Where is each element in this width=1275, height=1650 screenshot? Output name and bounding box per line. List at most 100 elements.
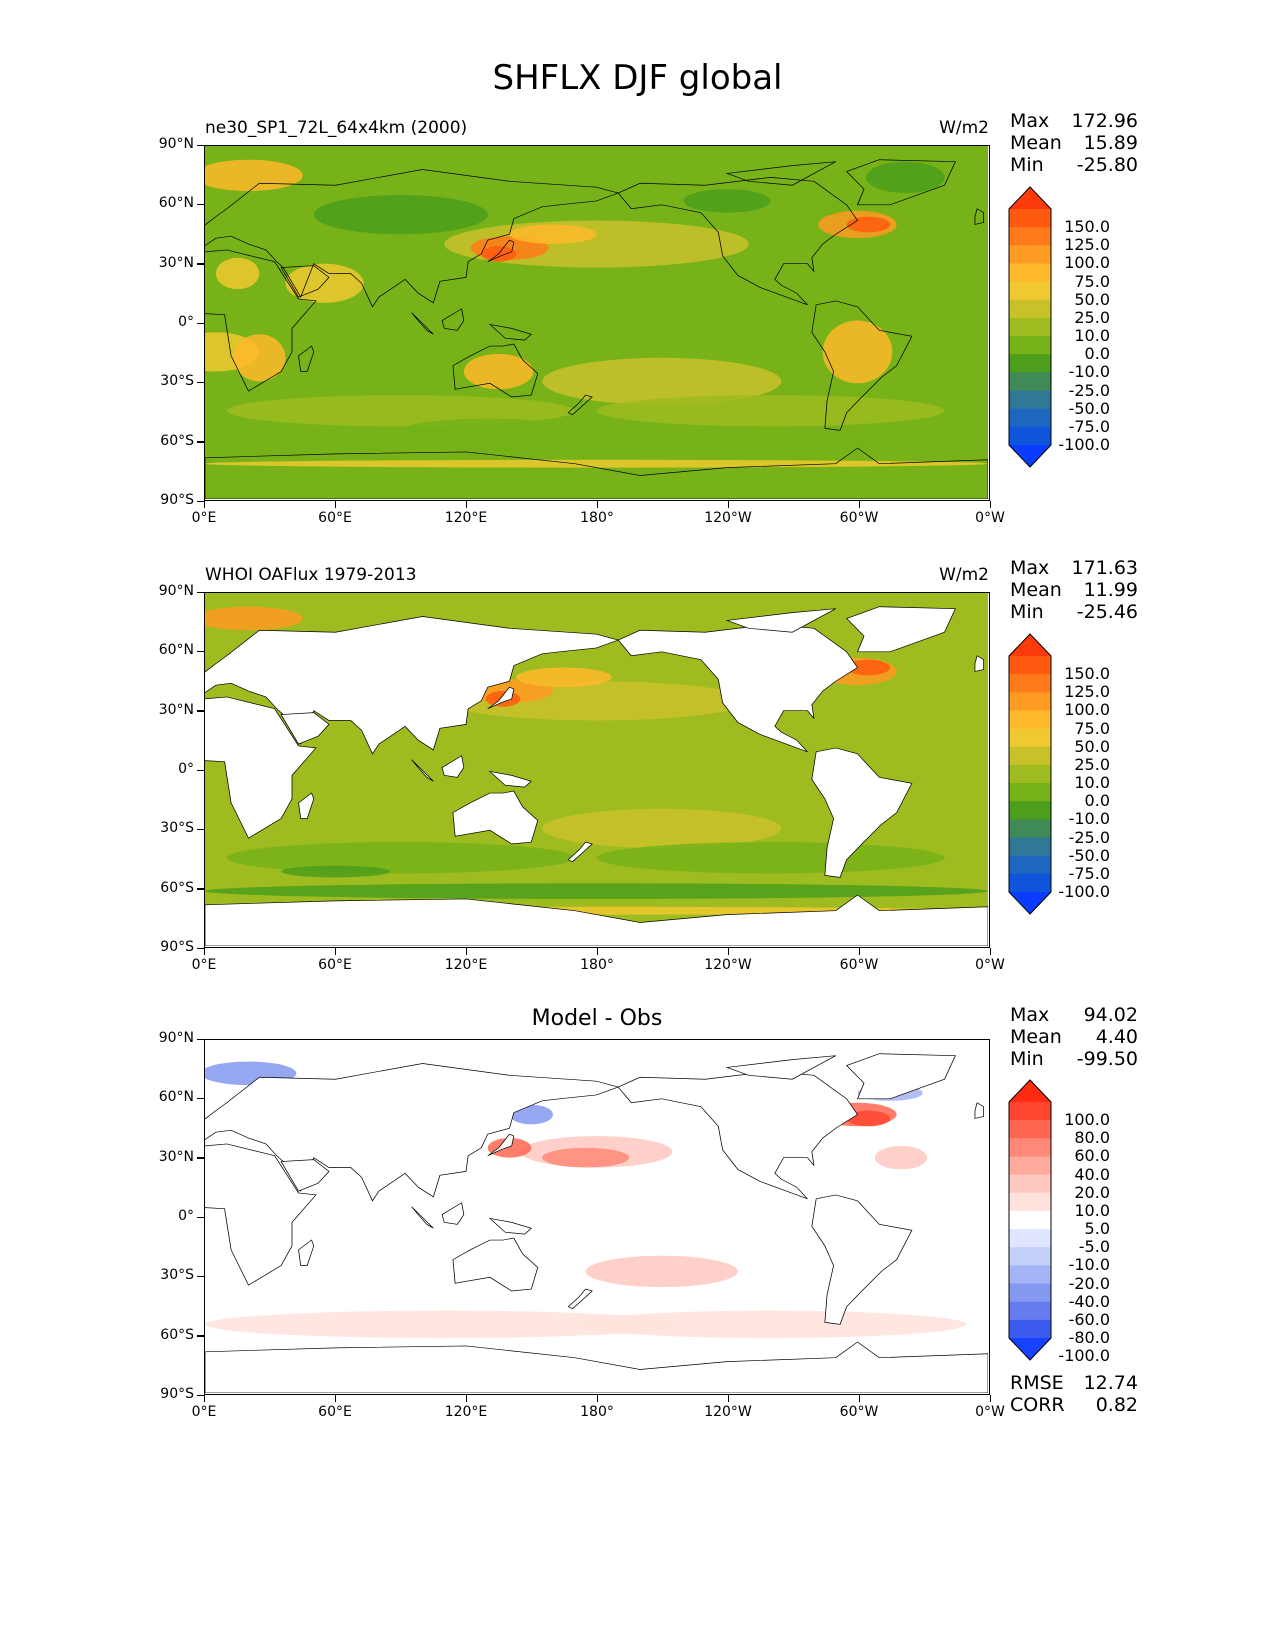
colorbar-segment — [1009, 764, 1051, 784]
lon-label: 0°W — [975, 957, 1005, 973]
coastline — [205, 1143, 317, 1286]
lat-label: 0° — [178, 1208, 194, 1224]
lon-label: 120°W — [704, 510, 752, 526]
colorbar-label: 25.0 — [1074, 307, 1110, 327]
panel-3-title: Model - Obs — [531, 1006, 663, 1031]
stat-max: Max 171.63 — [1010, 557, 1138, 579]
stat-rmse: RMSE 12.74 — [1010, 1372, 1138, 1394]
lon-tick — [596, 1395, 598, 1402]
panel-2-title-left: WHOI OAFlux 1979-2013 — [205, 565, 417, 585]
colorbar-extend-bottom — [1009, 445, 1051, 467]
colorbar-extend-top — [1009, 634, 1051, 656]
coastline — [280, 265, 330, 298]
colorbar-label: 0.0 — [1084, 344, 1110, 364]
field-contour — [205, 883, 988, 899]
coastline — [452, 1237, 539, 1292]
field-contour — [846, 216, 891, 233]
lon-tick — [989, 501, 991, 508]
lon-label: 0°E — [191, 1404, 217, 1420]
colorbar-label: 60.0 — [1074, 1146, 1110, 1166]
lat-label: 90°S — [160, 939, 194, 955]
lat-tick — [197, 1394, 204, 1396]
coastline — [811, 1194, 913, 1325]
colorbar-segment — [1009, 390, 1051, 410]
field-contour — [542, 357, 782, 405]
colorbar-segment — [1009, 1210, 1051, 1230]
field-contour — [215, 257, 260, 290]
lat-tick — [197, 769, 204, 771]
coastline — [567, 394, 593, 416]
colorbar-segment — [1009, 1247, 1051, 1266]
lat-label: 30°N — [158, 701, 194, 718]
figure-title: SHFLX DJF global — [492, 58, 783, 98]
lat-tick — [197, 203, 204, 206]
colorbar-label: 150.0 — [1064, 664, 1110, 684]
stat-mean: Mean 11.99 — [1010, 579, 1138, 601]
colorbar-extend-bottom — [1009, 892, 1051, 914]
lon-label: 0°W — [975, 1404, 1005, 1420]
panel-1-stats: Max 172.96 Mean 15.89 Min -25.80 — [1010, 110, 1138, 176]
lat-tick — [197, 381, 204, 384]
lat-label: 30°N — [158, 254, 194, 271]
coastline — [488, 1217, 532, 1235]
lon-tick — [203, 948, 205, 955]
lon-label: 120°W — [704, 1404, 752, 1420]
colorbar-segment — [1009, 317, 1051, 337]
colorbar-segment — [1009, 837, 1051, 857]
colorbar-label: -75.0 — [1068, 863, 1110, 883]
lon-tick — [334, 501, 336, 508]
lat-label: 60°S — [160, 879, 194, 896]
field-contour — [400, 418, 575, 443]
lon-tick — [203, 501, 205, 508]
colorbar-label: -10.0 — [1068, 362, 1110, 382]
coastline — [441, 308, 465, 331]
coastline — [298, 1239, 315, 1266]
colorbar-segment — [1009, 1283, 1051, 1303]
colorbar-segment — [1009, 281, 1051, 301]
coastline — [205, 1341, 988, 1393]
colorbar-label: -100.0 — [1058, 1346, 1110, 1366]
panel-2-map — [204, 592, 990, 948]
field-contour — [313, 195, 488, 235]
panel-3-map — [204, 1039, 990, 1395]
lat-label: 30°S — [160, 1267, 194, 1284]
lon-label: 120°E — [444, 1404, 488, 1420]
field-contour — [846, 659, 891, 676]
colorbar-label: -20.0 — [1068, 1273, 1110, 1293]
colorbar-label: 25.0 — [1074, 754, 1110, 774]
colorbar-segment — [1009, 1138, 1051, 1157]
colorbar-segment — [1009, 426, 1051, 446]
colorbar-segment — [1009, 1265, 1051, 1285]
coastline — [488, 323, 532, 341]
colorbar-label: -25.0 — [1068, 380, 1110, 400]
lon-tick — [858, 1395, 860, 1402]
colorbar-label: -25.0 — [1068, 827, 1110, 847]
coastline — [205, 696, 317, 839]
lat-label: 60°N — [158, 1089, 194, 1106]
colorbar-label: -80.0 — [1068, 1328, 1110, 1347]
colorbar-segment — [1009, 801, 1051, 820]
lat-tick — [197, 1216, 204, 1218]
coastline — [845, 606, 956, 653]
panel-1-title-left: ne30_SP1_72L_64x4km (2000) — [205, 118, 468, 138]
lat-tick — [197, 650, 204, 653]
panel-2-colorbar: 150.0 125.0 100.0 75.0 50.0 25.0 10.0 0.0 -10.0-… — [1008, 633, 1110, 919]
stat-min: Min -25.46 — [1010, 601, 1138, 623]
coastline — [452, 790, 539, 845]
colorbar-extend-top — [1009, 187, 1051, 209]
field-contour — [781, 193, 847, 217]
lon-tick — [989, 948, 991, 955]
coastline — [280, 712, 330, 745]
lon-label: 0°W — [975, 510, 1005, 526]
lon-label: 60°E — [318, 957, 352, 973]
field-contour — [463, 353, 534, 390]
colorbar-segment — [1009, 1301, 1051, 1321]
colorbar-segment — [1009, 1229, 1051, 1248]
colorbar-extend-top — [1009, 1080, 1051, 1102]
colorbar-label: 100.0 — [1064, 700, 1110, 720]
coastline — [974, 655, 985, 672]
colorbar-label: 125.0 — [1064, 682, 1110, 702]
coastline — [567, 1288, 593, 1310]
lat-tick — [197, 322, 204, 324]
lon-tick — [465, 948, 467, 955]
